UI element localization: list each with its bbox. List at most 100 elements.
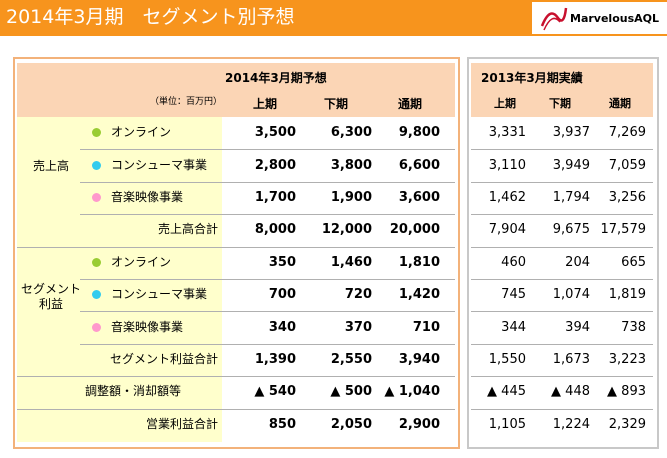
logo-mark [540,7,568,31]
forecast-value: ▲ 500 [330,384,372,400]
row-line [471,214,653,216]
forecast-value: 1,810 [398,254,440,270]
actual-value: 1,074 [552,287,590,303]
actual-value: 344 [501,319,526,335]
actual-value: 3,110 [488,157,526,173]
row-line [471,311,653,313]
forecast-value: 9,800 [398,125,440,141]
row-label: 音楽映像事業 [111,190,184,204]
row-label: コンシューマ事業 [111,157,208,172]
actual-value: 1,550 [488,352,526,367]
actual-title: 2013年3月期実績 [481,71,583,85]
forecast-panel [13,57,460,449]
forecast-value: 2,050 [330,416,372,432]
forecast-value: 340 [268,319,296,335]
row-label: 音楽映像事業 [111,319,184,334]
row-line [17,408,455,410]
row-label: オンライン [111,254,172,269]
forecast-value: ▲ 540 [254,384,296,400]
forecast-value: 850 [268,416,296,432]
actual-value: 17,579 [600,222,647,238]
actual-value: 1,673 [552,352,590,367]
actual-value: 3,256 [608,190,646,205]
actual-value: 738 [621,319,646,335]
actual-value: 745 [501,287,526,303]
row-label: 調整額・消却額等 [85,384,182,399]
forecast-value: 370 [344,319,372,335]
actual-value: 7,904 [488,222,526,238]
unit: （単位：百万円） [150,97,223,107]
row-line [17,376,455,378]
logo-text: MarvelousAQL [570,12,660,25]
row-line [80,311,455,313]
forecast-value: 3,800 [330,157,372,173]
forecast-value: 710 [412,319,440,335]
bullet [92,128,101,138]
column-header: 通期 [397,97,422,111]
row-label: オンライン [111,125,172,140]
forecast-value: 8,000 [254,222,296,238]
actual-value: 7,269 [608,125,646,141]
title: 2014年3月期 セグメント別予想 [6,6,295,28]
actual-value: 1,224 [552,416,590,432]
forecast-value: 1,420 [398,287,440,303]
group-label: 売上高 [32,158,69,173]
forecast-value: 3,500 [254,125,296,141]
total-label: セグメント利益合計 [109,352,218,366]
actual-panel [467,57,659,449]
row-line [471,343,653,345]
column-header: 上期 [252,97,277,111]
forecast-value: 2,550 [330,352,372,367]
actual-value: 3,937 [552,125,590,141]
forecast-title: 2014年3月期予想 [225,71,327,85]
row-line [471,279,653,280]
group-label: セグメント利益 [20,282,81,311]
forecast-value: 20,000 [389,222,440,238]
bullet [92,257,101,267]
row-label: コンシューマ事業 [111,287,208,302]
column-header: 通期 [609,97,631,110]
row-line [471,246,653,248]
forecast-value: 1,700 [254,190,296,205]
row-line [17,246,455,248]
actual-value: 3,223 [608,352,646,367]
forecast-value: 350 [268,254,296,270]
actual-value: 3,331 [488,125,526,141]
row-line [80,214,455,216]
forecast-value: 2,900 [398,416,440,432]
forecast-value: ▲ 1,040 [384,384,440,400]
actual-value: 460 [501,254,526,270]
header-bar: 2014年3月期 セグメント別予想 MarvelousAQL [0,0,667,36]
forecast-header [17,63,455,117]
forecast-value: 6,300 [330,125,372,141]
actual-value: 2,329 [608,416,646,432]
forecast-value: 1,460 [330,254,372,270]
bullet [92,322,101,332]
actual-value: ▲ 893 [607,384,646,400]
actual-value: 1,462 [488,190,526,205]
bullet [92,290,101,300]
forecast-value: 700 [268,287,296,303]
actual-value: 665 [621,254,646,270]
actual-value: 9,675 [552,222,590,238]
actual-value: ▲ 445 [487,384,526,400]
forecast-value: 6,600 [398,157,440,173]
logo-box: MarvelousAQL [532,2,667,34]
total-label: 営業利益合計 [145,416,218,431]
actual-value: 1,794 [552,190,590,205]
forecast-value: 3,600 [398,190,440,205]
row-line [80,279,455,280]
forecast-value: 2,800 [254,157,296,173]
row-line [471,376,653,378]
row-line [471,408,653,410]
actual-header [471,63,653,117]
row-line [80,343,455,345]
row-line [80,181,455,183]
forecast-value: 1,900 [330,190,372,205]
column-header: 下期 [323,97,348,111]
row-line [80,149,455,151]
bullet [92,193,101,202]
row-line [471,149,653,151]
actual-value: 7,059 [608,157,646,173]
